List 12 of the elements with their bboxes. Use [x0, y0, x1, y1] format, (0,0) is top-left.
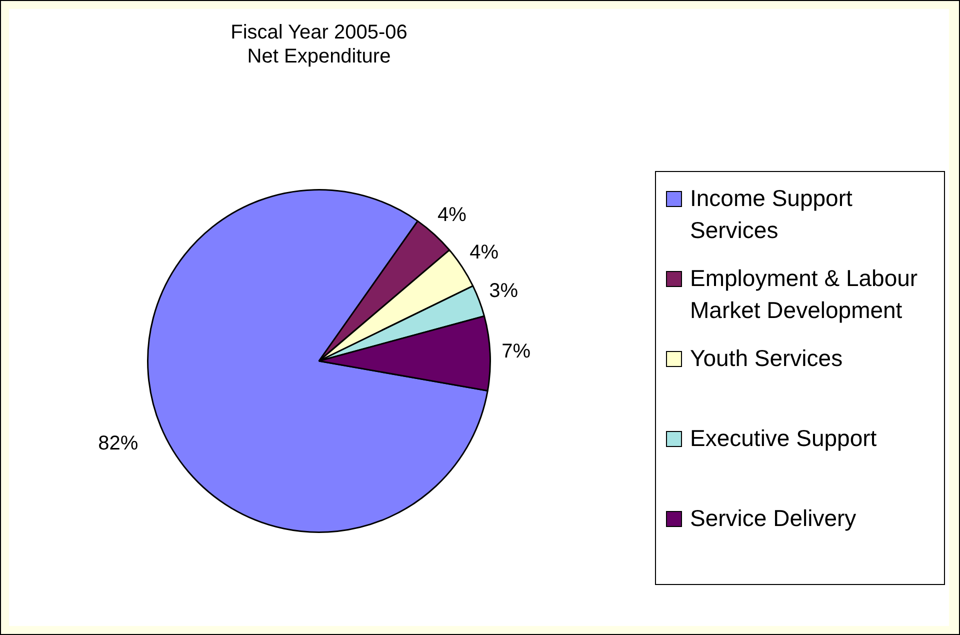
- legend-label: Service Delivery: [690, 504, 856, 533]
- data-label: 3%: [489, 280, 518, 302]
- legend-label: Employment & Labour Market Development: [690, 264, 919, 325]
- data-label: 82%: [98, 432, 138, 454]
- data-label: 4%: [438, 204, 467, 226]
- legend-label: Executive Support: [690, 424, 877, 453]
- data-label: 7%: [502, 340, 531, 363]
- text: Fiscal Year 2005-06: [230, 22, 408, 44]
- legend-label: Income Support Services: [690, 184, 854, 245]
- data-label: 4%: [470, 242, 499, 264]
- text: Net Expenditure: [247, 46, 391, 68]
- legend-label: Youth Services: [690, 344, 843, 373]
